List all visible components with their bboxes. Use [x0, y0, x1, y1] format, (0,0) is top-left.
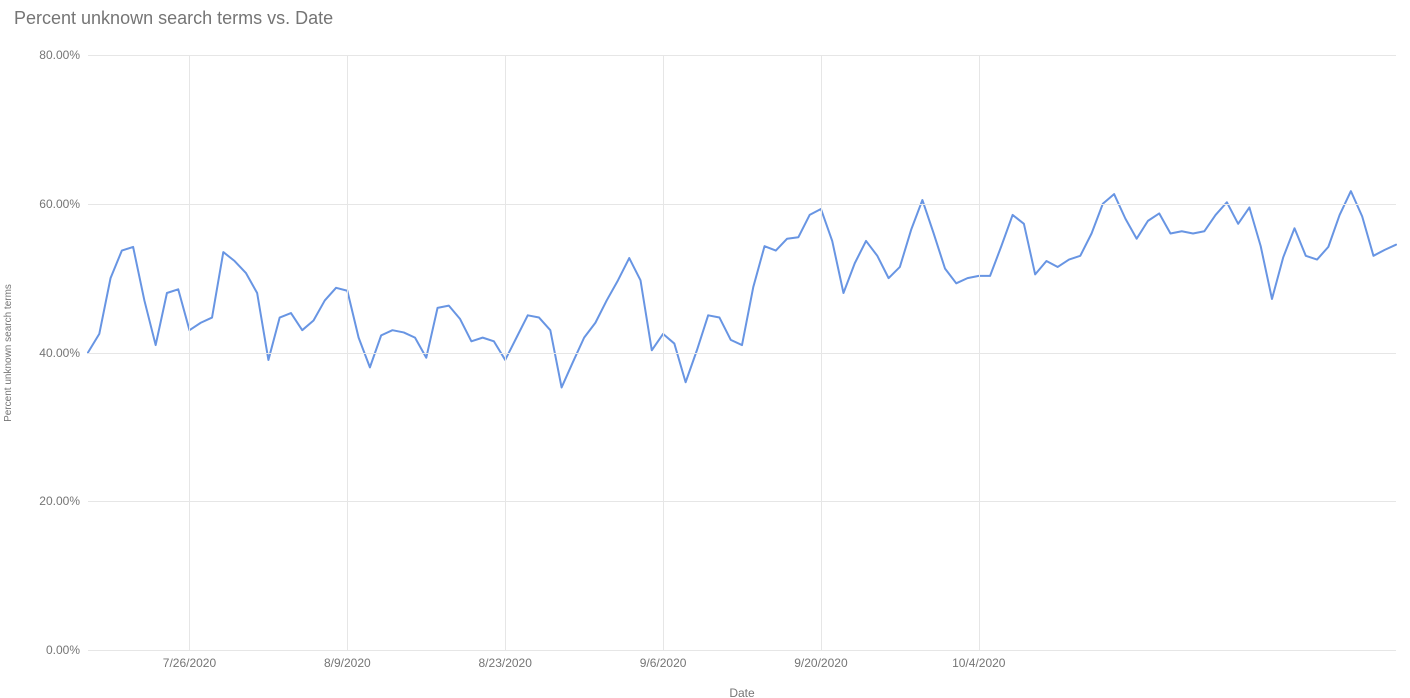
- gridline-horizontal: [88, 204, 1396, 205]
- gridline-horizontal: [88, 650, 1396, 651]
- y-axis-label: Percent unknown search terms: [3, 284, 14, 422]
- x-tick-label: 9/20/2020: [794, 656, 847, 670]
- y-tick-label: 80.00%: [30, 48, 80, 62]
- gridline-vertical: [821, 55, 822, 650]
- gridline-vertical: [979, 55, 980, 650]
- x-tick-label: 7/26/2020: [163, 656, 216, 670]
- gridline-vertical: [347, 55, 348, 650]
- y-tick-label: 60.00%: [30, 197, 80, 211]
- gridline-vertical: [505, 55, 506, 650]
- y-tick-label: 20.00%: [30, 494, 80, 508]
- gridline-vertical: [663, 55, 664, 650]
- chart-root: Percent unknown search terms vs. Date Pe…: [0, 0, 1410, 698]
- y-tick-label: 0.00%: [30, 643, 80, 657]
- x-tick-label: 8/9/2020: [324, 656, 371, 670]
- gridline-horizontal: [88, 353, 1396, 354]
- x-tick-label: 10/4/2020: [952, 656, 1005, 670]
- plot-area: [88, 55, 1396, 650]
- y-tick-label: 40.00%: [30, 346, 80, 360]
- x-axis-label: Date: [729, 686, 754, 698]
- chart-title: Percent unknown search terms vs. Date: [14, 8, 333, 29]
- gridline-horizontal: [88, 501, 1396, 502]
- gridline-horizontal: [88, 55, 1396, 56]
- gridline-vertical: [189, 55, 190, 650]
- x-tick-label: 9/6/2020: [640, 656, 687, 670]
- series-line: [88, 191, 1396, 387]
- x-tick-label: 8/23/2020: [479, 656, 532, 670]
